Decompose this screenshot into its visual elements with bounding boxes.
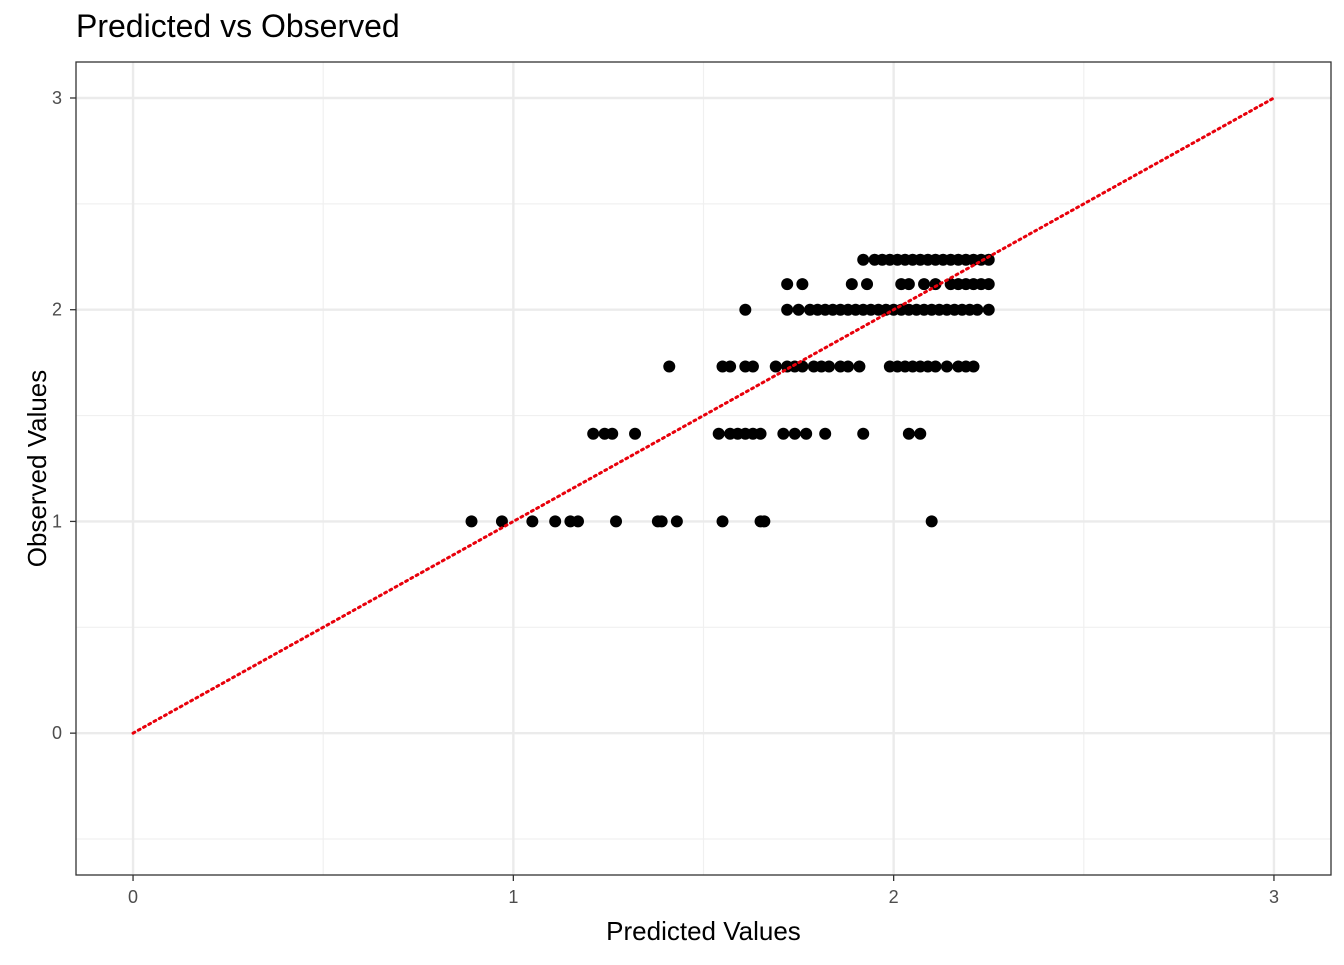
data-point (819, 427, 832, 440)
data-point (929, 360, 942, 373)
data-point (610, 515, 623, 528)
data-point (781, 303, 794, 316)
data-point (465, 515, 478, 528)
y-tick-label: 2 (52, 300, 62, 320)
data-point (758, 515, 771, 528)
x-tick-label: 0 (128, 887, 138, 907)
x-axis-ticks: 0 1 2 3 (128, 875, 1279, 907)
data-point (800, 427, 813, 440)
data-point (655, 515, 668, 528)
panel-border (75, 61, 1332, 876)
minor-gridlines (76, 62, 1331, 875)
y-tick-label: 0 (52, 723, 62, 743)
data-point (982, 303, 995, 316)
data-point (526, 515, 539, 528)
data-point (587, 427, 600, 440)
data-point (629, 427, 642, 440)
data-point (572, 515, 584, 528)
y-tick-label: 1 (52, 511, 62, 531)
data-point (857, 253, 870, 266)
data-point (823, 360, 835, 373)
data-point (769, 360, 782, 373)
data-point (982, 253, 995, 266)
data-point (845, 278, 858, 291)
data-point (853, 360, 866, 373)
data-point (857, 427, 870, 440)
data-point (739, 303, 752, 316)
data-point (606, 427, 619, 440)
data-point (925, 515, 938, 528)
data-points (465, 253, 995, 528)
data-point (861, 278, 874, 291)
x-tick-label: 1 (508, 887, 518, 907)
data-point (971, 303, 984, 316)
data-point (781, 278, 794, 291)
data-point (788, 427, 801, 440)
data-point (902, 278, 915, 291)
data-point (914, 427, 927, 440)
x-tick-label: 2 (889, 887, 899, 907)
reference-line (131, 96, 1276, 735)
data-point (712, 427, 725, 440)
data-point (796, 278, 809, 291)
y-axis-ticks: 0 1 2 3 (52, 88, 76, 743)
y-tick-label: 3 (52, 88, 62, 108)
data-point (754, 427, 767, 440)
data-point (918, 278, 931, 291)
data-point (842, 360, 855, 373)
panel-border-group (75, 61, 1332, 876)
data-point (792, 303, 805, 316)
data-point (902, 427, 915, 440)
data-point (716, 515, 729, 528)
x-tick-label: 3 (1269, 887, 1279, 907)
data-point (724, 360, 737, 373)
data-point (929, 278, 942, 291)
data-point (663, 360, 676, 373)
data-point (967, 360, 980, 373)
y-axis-title: Observed Values (22, 370, 52, 568)
data-point (746, 360, 759, 373)
major-gridlines (76, 62, 1331, 875)
data-point (549, 515, 562, 528)
reference-line-group (131, 96, 1276, 735)
x-axis-title: Predicted Values (606, 916, 801, 946)
data-point (982, 278, 995, 291)
data-point (670, 515, 683, 528)
data-point (777, 427, 790, 440)
chart-title: Predicted vs Observed (76, 8, 400, 44)
data-point (940, 360, 953, 373)
